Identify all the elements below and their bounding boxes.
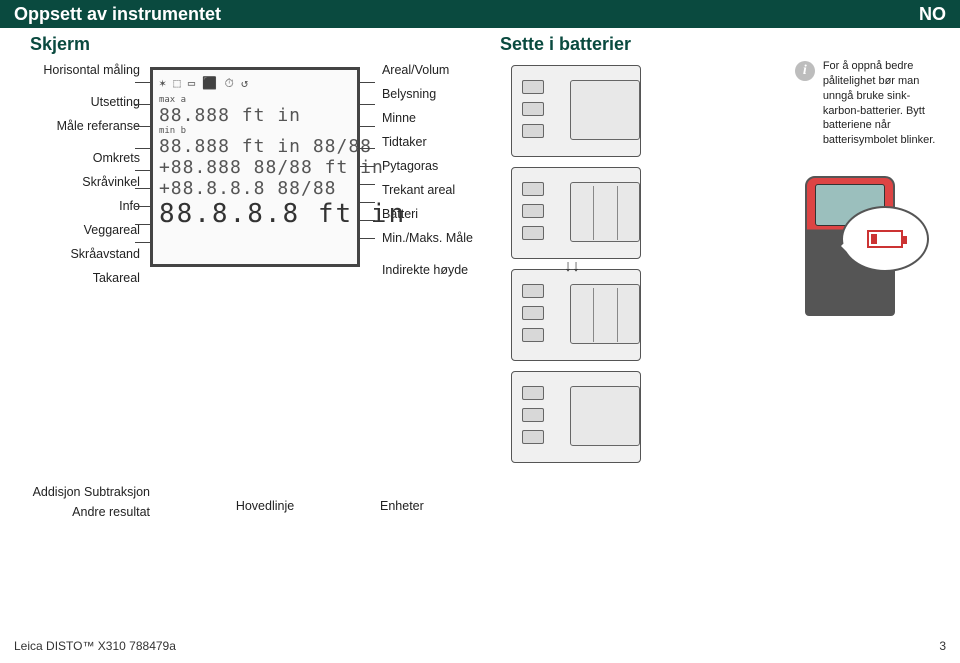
display-seg-3: +88.888 88/88 ft in — [159, 157, 351, 178]
device-button-icon — [522, 306, 544, 320]
label-addisjon-subtraksjon: Addisjon Subtraksjon — [30, 485, 150, 499]
battery-slot-icon — [570, 284, 640, 344]
display-seg-1: 88.888 ft in — [159, 105, 351, 126]
display-icons-row: ✶ ⬚ ▭ ⬛ ⏱ ↺ — [159, 76, 351, 91]
display-max-a: max a — [159, 95, 351, 105]
leader-line — [135, 82, 153, 83]
header-bar: Oppsett av instrumentet NO — [0, 0, 960, 28]
leader-line — [135, 206, 153, 207]
device-button-icon — [522, 430, 544, 444]
device-button-icon — [522, 102, 544, 116]
info-column: i For å oppnå bedre pålitelighet bør man… — [795, 59, 946, 463]
label-enheter: Enheter — [380, 481, 510, 519]
leader-line — [357, 220, 375, 221]
label-skraavstand: Skråavstand — [30, 247, 140, 269]
leader-line — [357, 202, 375, 203]
label-utsetting: Utsetting — [30, 95, 140, 117]
page-footer: Leica DISTO™ X310 788479a 3 — [14, 639, 946, 653]
leader-line — [357, 184, 375, 185]
device-low-battery-card — [805, 176, 895, 316]
battery-slot-icon — [570, 386, 640, 446]
header-title: Oppsett av instrumentet — [14, 4, 221, 25]
label-omkrets: Omkrets — [30, 151, 140, 173]
device-step-2 — [511, 167, 641, 259]
device-step-3: ↓↓ — [511, 269, 641, 361]
low-battery-bubble — [841, 206, 929, 272]
label-hovedlinje: Hovedlinje — [150, 481, 380, 519]
label-veggareal: Veggareal — [30, 223, 140, 245]
label-pytagoras: Pytagoras — [382, 159, 501, 181]
display-diagram: ✶ ⬚ ▭ ⬛ ⏱ ↺ max a 88.888 ft in min b 88.… — [150, 67, 360, 267]
label-areal-volum: Areal/Volum — [382, 63, 501, 85]
leader-line — [135, 148, 153, 149]
label-belysning: Belysning — [382, 87, 501, 109]
battery-slot-icon — [570, 80, 640, 140]
battery-low-icon — [867, 230, 903, 248]
leader-line — [135, 188, 153, 189]
device-button-icon — [522, 408, 544, 422]
info-text: For å oppnå bedre pålitelighet bør man u… — [823, 59, 946, 148]
device-step-4 — [511, 371, 641, 463]
device-button-icon — [522, 204, 544, 218]
leader-line — [135, 104, 153, 105]
device-button-icon — [522, 80, 544, 94]
header-lang: NO — [919, 4, 946, 25]
label-minne: Minne — [382, 111, 501, 133]
leader-line — [357, 126, 375, 127]
device-button-icon — [522, 182, 544, 196]
label-male-referanse: Måle referanse — [30, 119, 140, 149]
label-info: Info — [30, 199, 140, 221]
battery-slot-icon — [570, 182, 640, 242]
device-button-icon — [522, 124, 544, 138]
battery-diagrams: ↓↓ — [511, 59, 777, 463]
device-button-icon — [522, 386, 544, 400]
leader-line — [135, 242, 153, 243]
footer-page-number: 3 — [939, 639, 946, 653]
leader-line — [357, 166, 375, 167]
device-step-1 — [511, 65, 641, 157]
label-andre-resultat: Andre resultat — [30, 505, 150, 519]
display-seg-2: 88.888 ft in 88/88 — [159, 136, 351, 157]
subheader-skjerm: Skjerm — [30, 34, 500, 55]
device-button-icon — [522, 226, 544, 240]
subheader-row: Skjerm Sette i batterier — [0, 28, 960, 59]
label-min-maks-male: Min./Maks. Måle — [382, 231, 501, 261]
subheader-batterier: Sette i batterier — [500, 34, 631, 55]
display-seg-big: 88.8.8.8 ft in — [159, 199, 351, 229]
leader-line — [135, 126, 153, 127]
info-note: i For å oppnå bedre pålitelighet bør man… — [795, 59, 946, 148]
label-indirekte-hoyde: Indirekte høyde — [382, 263, 501, 285]
down-arrow-icon: ↓↓ — [564, 258, 580, 276]
leader-line — [135, 224, 153, 225]
display-seg-4: +88.8.8.8 88/88 — [159, 178, 351, 199]
device-button-icon — [522, 284, 544, 298]
content-row: Horisontal måling Utsetting Måle referan… — [0, 59, 960, 463]
footer-product: Leica DISTO™ X310 788479a — [14, 639, 176, 653]
info-icon: i — [795, 61, 815, 81]
leader-line — [357, 82, 375, 83]
label-horisontal-maling: Horisontal måling — [30, 63, 140, 93]
label-tidtaker: Tidtaker — [382, 135, 501, 157]
leader-line — [135, 170, 153, 171]
label-skravinkel: Skråvinkel — [30, 175, 140, 197]
label-takareal: Takareal — [30, 271, 140, 293]
device-button-icon — [522, 328, 544, 342]
leader-line — [357, 104, 375, 105]
leader-line — [357, 148, 375, 149]
left-label-column: Horisontal måling Utsetting Måle referan… — [30, 59, 140, 463]
right-label-column: Areal/Volum Belysning Minne Tidtaker Pyt… — [382, 59, 501, 463]
leader-line — [357, 238, 375, 239]
bottom-labels: Addisjon Subtraksjon Andre resultat Hove… — [0, 481, 960, 519]
display-min-b: min b — [159, 126, 351, 136]
